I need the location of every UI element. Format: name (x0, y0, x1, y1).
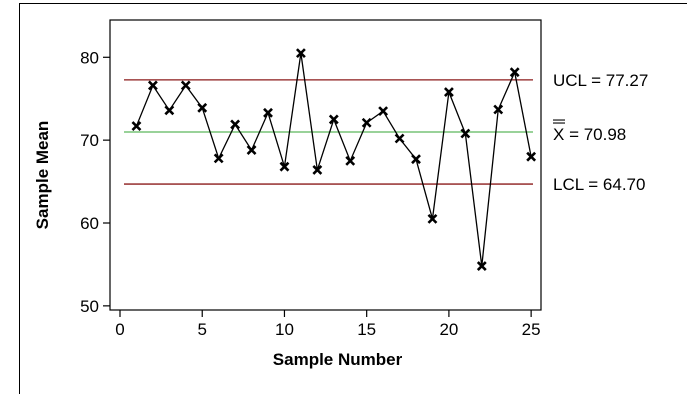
x-axis: 0 5 10 15 20 25 (115, 310, 541, 339)
data-point (213, 153, 224, 164)
ref-label-ucl: UCL = 77.27 (553, 71, 648, 90)
data-point (493, 104, 504, 115)
series-line (135, 53, 532, 267)
x-tick-label: 10 (275, 320, 294, 339)
data-point (312, 165, 323, 175)
x-tick-label: 5 (197, 320, 206, 339)
plot-area-border (109, 19, 542, 311)
data-point (378, 106, 389, 117)
data-point (509, 67, 520, 78)
data-point (427, 213, 438, 224)
ref-label-grand-mean: X = 70.98 (553, 125, 626, 144)
ref-label-lcl: LCL = 64.70 (553, 175, 645, 194)
data-point (230, 119, 241, 130)
y-tick-label: 60 (80, 214, 99, 233)
y-tick-label: 70 (80, 131, 99, 150)
data-point (180, 80, 191, 91)
data-point (361, 117, 372, 128)
data-point (345, 155, 356, 166)
x-axis-title: Sample Number (273, 350, 403, 369)
data-point (411, 154, 421, 165)
chart-frame: 0 5 10 15 20 25 50 60 70 80 Sample Number Sample… (19, 3, 687, 394)
data-point (197, 102, 208, 113)
data-point (328, 114, 339, 125)
x-tick-label: 15 (357, 320, 376, 339)
y-axis: 50 60 70 80 (80, 48, 110, 316)
data-point (295, 48, 306, 59)
data-point (526, 151, 537, 162)
x-tick-label: 0 (115, 320, 124, 339)
data-point (394, 133, 405, 144)
x-tick-label: 25 (522, 320, 541, 339)
reference-lines (124, 79, 533, 185)
x-tick-label: 20 (439, 320, 458, 339)
data-point (263, 107, 273, 118)
data-point (460, 128, 471, 139)
series-layer (131, 48, 537, 272)
data-point (443, 87, 454, 98)
data-point (164, 105, 175, 116)
data-point (147, 80, 158, 91)
y-axis-title: Sample Mean (33, 121, 52, 230)
y-tick-label: 80 (80, 48, 99, 67)
data-point (246, 145, 257, 156)
control-chart: 0 5 10 15 20 25 50 60 70 80 Sample Number Sample… (33, 19, 648, 369)
reference-labels: UCL = 77.27 X = 70.98 LCL = 64.70 (553, 71, 648, 194)
data-point (131, 121, 142, 131)
data-point (476, 261, 487, 272)
data-point (279, 161, 290, 172)
y-tick-label: 50 (80, 297, 99, 316)
